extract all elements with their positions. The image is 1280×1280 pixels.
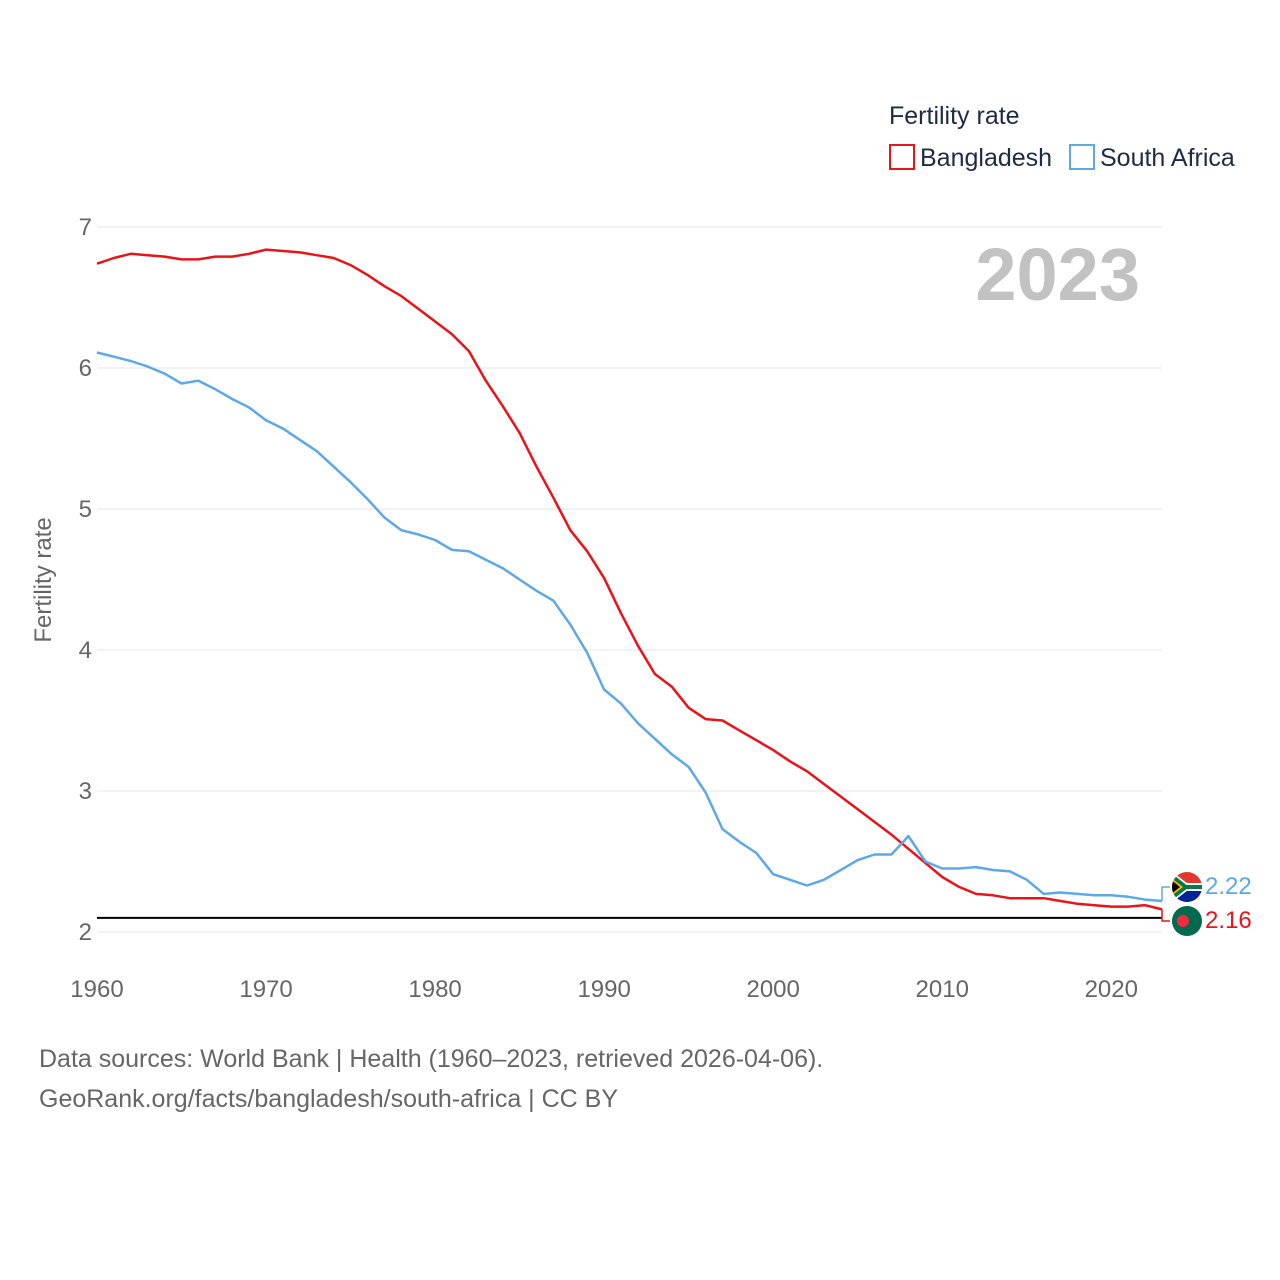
y-tick-2: 2 [79, 919, 92, 946]
end-connector-south-africa [1161, 886, 1170, 901]
x-axis-ticks: 1960 1970 1980 1990 2000 2010 2020 [70, 976, 1138, 1003]
legend-label-south-africa: South Africa [1100, 144, 1235, 172]
series-line-south-africa [96, 351, 1163, 903]
x-tick-1970: 1970 [239, 976, 292, 1003]
series-line-bangladesh [96, 248, 1163, 911]
legend-swatch-south-africa [1069, 144, 1095, 170]
x-tick-1990: 1990 [577, 976, 630, 1003]
y-tick-4: 4 [79, 637, 92, 664]
end-markers: 2.22 2.16 [1172, 872, 1252, 936]
y-tick-3: 3 [79, 778, 92, 805]
y-axis-ticks: 2 3 4 5 6 7 [79, 214, 92, 946]
legend: Fertility rate Bangladesh South Africa [889, 102, 1235, 172]
series-lines [96, 248, 1170, 922]
legend-item-bangladesh[interactable]: Bangladesh [889, 144, 1052, 172]
bangladesh-flag-icon [1172, 906, 1202, 936]
end-value-bangladesh: 2.16 [1205, 907, 1252, 934]
legend-label-bangladesh: Bangladesh [920, 144, 1052, 172]
x-tick-2020: 2020 [1085, 976, 1138, 1003]
legend-swatch-bangladesh [889, 144, 915, 170]
south-africa-flag-icon [1172, 872, 1202, 902]
legend-title: Fertility rate [889, 102, 1020, 130]
y-tick-5: 5 [79, 496, 92, 523]
x-tick-1980: 1980 [408, 976, 461, 1003]
end-connector-bangladesh [1161, 909, 1170, 922]
year-watermark: 2023 [975, 233, 1140, 316]
footer-attribution[interactable]: GeoRank.org/facts/bangladesh/south-afric… [39, 1085, 619, 1113]
y-tick-6: 6 [79, 355, 92, 382]
x-tick-1960: 1960 [70, 976, 123, 1003]
end-value-south-africa: 2.22 [1205, 873, 1252, 900]
y-tick-7: 7 [79, 214, 92, 241]
x-tick-2000: 2000 [746, 976, 799, 1003]
footer-sources: Data sources: World Bank | Health (1960–… [39, 1045, 824, 1073]
legend-item-south-africa[interactable]: South Africa [1069, 144, 1235, 172]
gridlines [97, 226, 1162, 933]
y-axis-title: Fertility rate [30, 517, 57, 642]
x-tick-2010: 2010 [916, 976, 969, 1003]
